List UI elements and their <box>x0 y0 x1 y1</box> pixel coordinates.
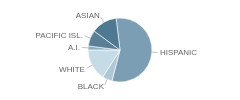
svg-text:WHITE: WHITE <box>59 65 85 74</box>
svg-text:ASIAN: ASIAN <box>76 11 100 20</box>
svg-text:PACIFIC ISL.: PACIFIC ISL. <box>35 31 82 40</box>
svg-text:HISPANIC: HISPANIC <box>160 48 197 57</box>
svg-text:A.I.: A.I. <box>68 43 80 52</box>
svg-text:BLACK: BLACK <box>78 82 105 91</box>
